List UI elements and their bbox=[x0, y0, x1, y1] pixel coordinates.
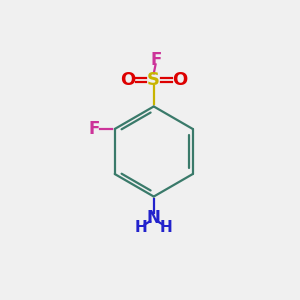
Text: H: H bbox=[160, 220, 173, 235]
Text: S: S bbox=[147, 71, 160, 89]
Text: O: O bbox=[172, 71, 187, 89]
Text: F: F bbox=[151, 51, 162, 69]
Text: H: H bbox=[135, 220, 147, 235]
Text: F: F bbox=[88, 120, 100, 138]
Text: O: O bbox=[121, 71, 136, 89]
Text: N: N bbox=[147, 209, 161, 227]
